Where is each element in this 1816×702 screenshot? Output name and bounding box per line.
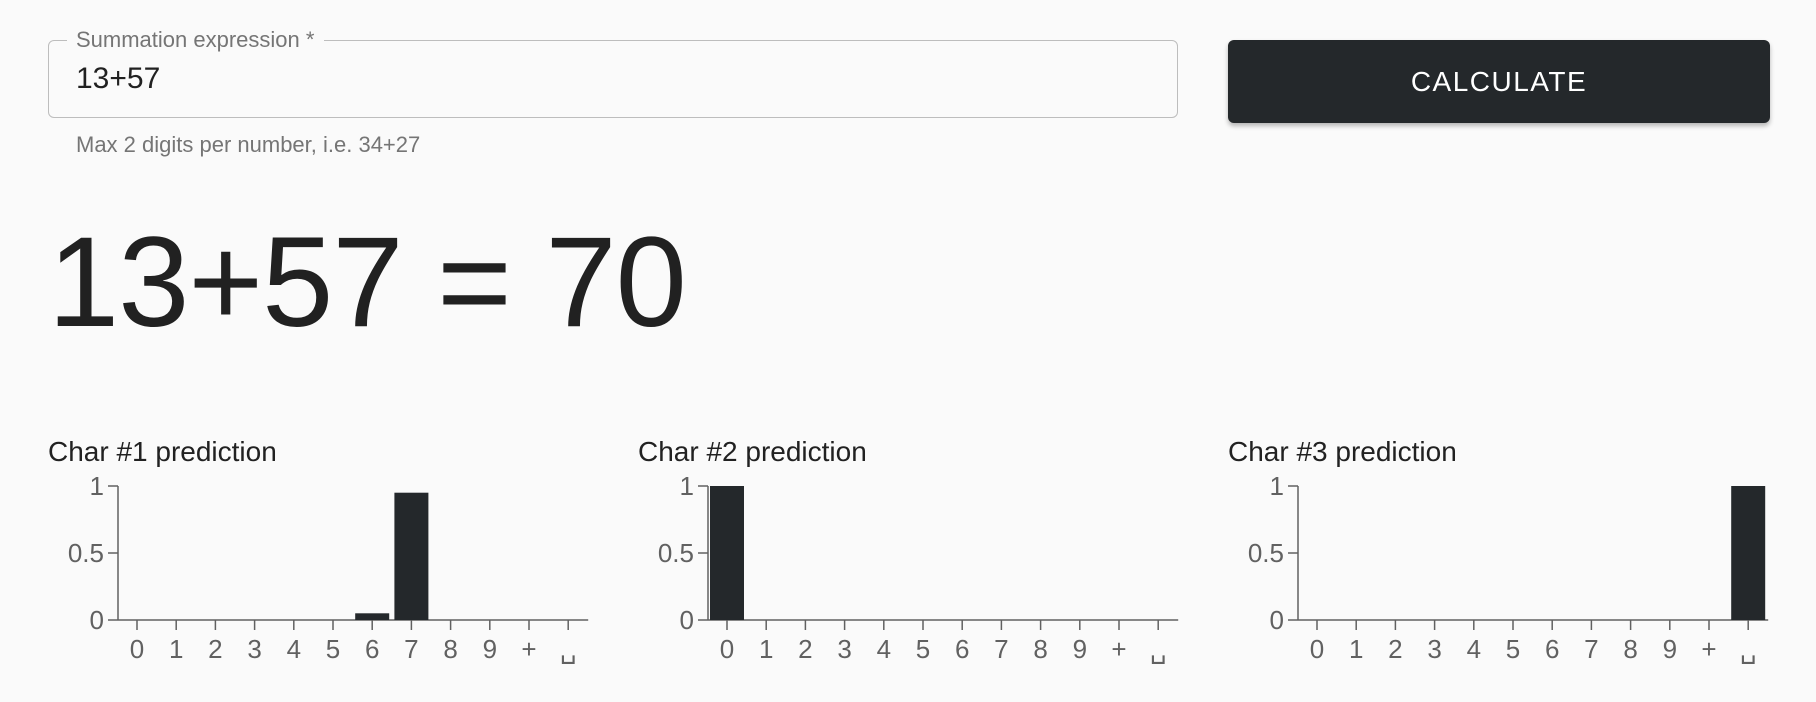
x-tick-label: 2 xyxy=(798,634,812,664)
chart-title: Char #1 prediction xyxy=(48,436,277,467)
result-text: 13+57 = 70 xyxy=(48,211,687,354)
x-tick-label: 4 xyxy=(287,634,301,664)
y-tick-label: 0.5 xyxy=(658,538,694,568)
x-tick-label: 0 xyxy=(130,634,144,664)
x-tick-label: 4 xyxy=(877,634,891,664)
summation-expression-input[interactable] xyxy=(76,59,1156,99)
x-tick-label: 7 xyxy=(404,634,418,664)
x-tick-label: 1 xyxy=(169,634,183,664)
char-1-prediction-chart: Char #1 prediction 0 0.5 1 0 1 2 3 4 5 6 7 8 9 + ␣ xyxy=(48,436,608,686)
x-tick-label: 9 xyxy=(1073,634,1087,664)
x-tick-label: 8 xyxy=(1623,634,1637,664)
y-tick-label: 1 xyxy=(680,471,694,501)
y-tick-label: 0.5 xyxy=(1248,538,1284,568)
y-tick-label: 1 xyxy=(1270,471,1284,501)
x-tick-label: 5 xyxy=(1506,634,1520,664)
x-tick-label: 3 xyxy=(1427,634,1441,664)
summation-expression-field[interactable]: Summation expression * xyxy=(48,27,1178,118)
x-tick-label: 9 xyxy=(483,634,497,664)
x-tick-label: + xyxy=(1111,634,1126,664)
chart-plot: 00.510 1 2 3 4 5 6 7 8 9 + ␣ xyxy=(658,471,1179,664)
x-tick-label: 4 xyxy=(1467,634,1481,664)
summation-expression-label: Summation expression * xyxy=(67,27,325,53)
y-tick-label: 1 xyxy=(90,471,104,501)
x-tick-label: 1 xyxy=(759,634,773,664)
x-tick-label: 6 xyxy=(365,634,379,664)
bar-6 xyxy=(355,613,390,620)
x-tick-label: 8 xyxy=(443,634,457,664)
x-tick-label: 1 xyxy=(1349,634,1363,664)
x-tick-label: 5 xyxy=(326,634,340,664)
x-tick-label: 3 xyxy=(837,634,851,664)
helper-text: Max 2 digits per number, i.e. 34+27 xyxy=(76,132,421,157)
y-tick-label: 0 xyxy=(90,605,104,635)
x-tick-label: + xyxy=(521,634,536,664)
y-tick-label: 0.5 xyxy=(68,538,104,568)
y-tick-label: 0 xyxy=(1270,605,1284,635)
chart-plot: 00.510 1 2 3 4 5 6 7 8 9 + ␣ xyxy=(1248,471,1769,664)
char-2-prediction-chart: Char #2 prediction 0 0.5 1 0 1 2 3 4 5 6 7 8 9 + ␣ xyxy=(638,436,1198,686)
x-tick-label: 7 xyxy=(994,634,1008,664)
x-tick-label: 0 xyxy=(1310,634,1324,664)
x-tick-label: 8 xyxy=(1033,634,1047,664)
x-tick-label: 0 xyxy=(720,634,734,664)
chart-plot: 00.510 1 2 3 4 5 6 7 8 9 + ␣ xyxy=(68,471,589,664)
x-tick-label: 6 xyxy=(1545,634,1559,664)
bar-7 xyxy=(394,492,429,620)
x-tick-label: ␣ xyxy=(560,634,577,664)
x-tick-label: 2 xyxy=(1388,634,1402,664)
y-tick-label: 0 xyxy=(680,605,694,635)
x-tick-label: ␣ xyxy=(1150,634,1167,664)
bar-0 xyxy=(710,486,744,620)
x-tick-label: + xyxy=(1701,634,1716,664)
char-3-prediction-chart: Char #3 prediction 0 0.5 1 0 1 2 3 4 5 6 7 8 9 + ␣ xyxy=(1228,436,1788,686)
x-tick-label: 9 xyxy=(1663,634,1677,664)
x-tick-label: 7 xyxy=(1584,634,1598,664)
x-tick-label: 2 xyxy=(208,634,222,664)
chart-title: Char #2 prediction xyxy=(638,436,867,467)
chart-title: Char #3 prediction xyxy=(1228,436,1457,467)
x-tick-label: ␣ xyxy=(1740,634,1757,664)
x-tick-label: 3 xyxy=(247,634,261,664)
x-tick-label: 5 xyxy=(916,634,930,664)
bar-␣ xyxy=(1731,486,1766,620)
x-tick-label: 6 xyxy=(955,634,969,664)
calculate-button[interactable]: CALCULATE xyxy=(1228,40,1770,123)
